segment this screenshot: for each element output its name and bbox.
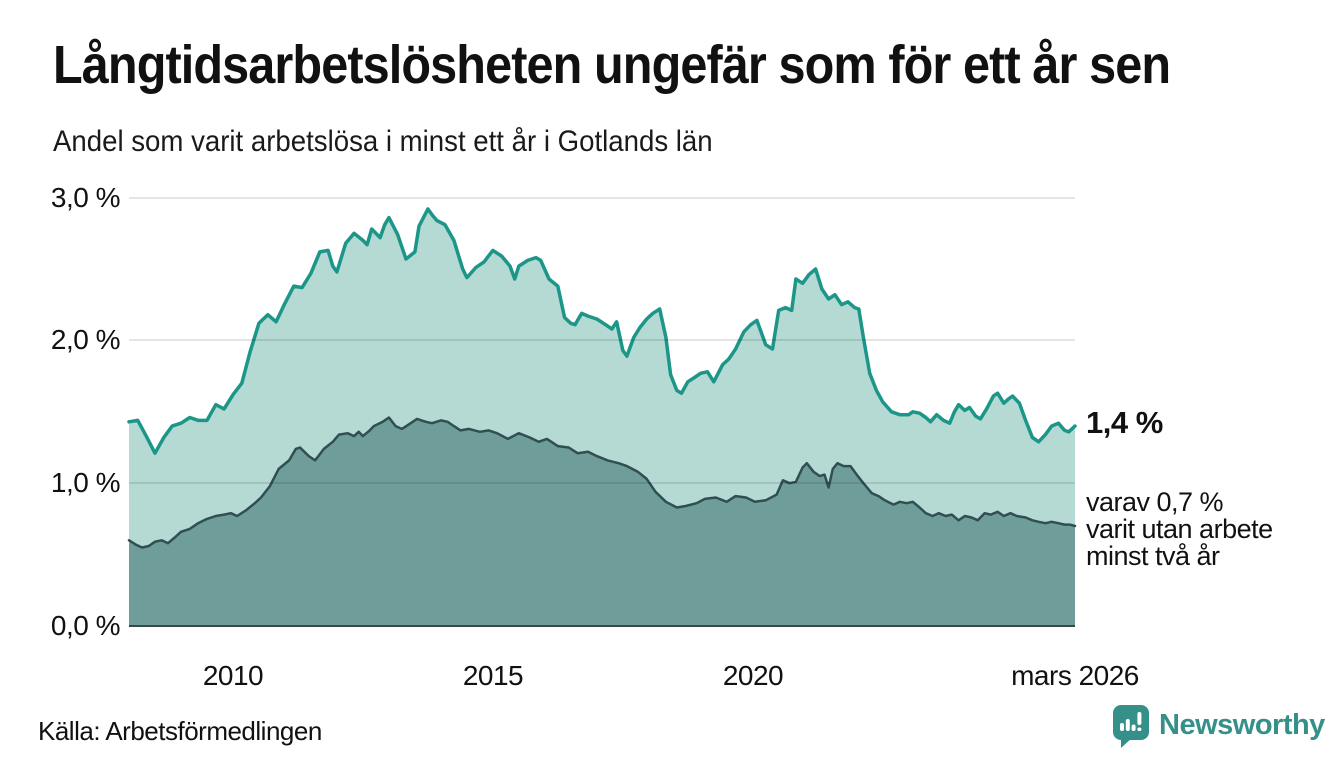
end-note-line2: varit utan arbete: [1086, 514, 1273, 544]
end-note-line3: minst två år: [1086, 541, 1220, 571]
y-axis-label: 2,0 %: [50, 324, 121, 355]
line-min-one-year: [127, 207, 1077, 455]
y-axis-label: 0,0 %: [50, 610, 121, 641]
line-min-two-years: [127, 416, 1077, 549]
chart-subtitle: Andel som varit arbetslösa i minst ett å…: [53, 125, 713, 158]
newsworthy-logo: Newsworthy: [1112, 704, 1325, 750]
end-note-line1: varav 0,7 %: [1086, 487, 1224, 517]
newsworthy-logo-text: Newsworthy: [1159, 709, 1325, 741]
chart-title: Långtidsarbetslösheten ungefär som för e…: [53, 35, 1171, 95]
end-note-annotation: varav 0,7 % varit utan arbete minst två …: [1086, 489, 1273, 570]
source-attribution: Källa: Arbetsförmedlingen: [38, 716, 322, 746]
area-chart-plot: [127, 207, 1077, 626]
x-axis-label: 2010: [202, 660, 264, 691]
y-axis-label: 3,0 %: [50, 182, 121, 213]
x-axis-label: 2015: [462, 660, 524, 691]
x-axis-label: mars 2026: [1011, 660, 1139, 691]
y-axis-label: 1,0 %: [50, 467, 121, 498]
gridline-2: [129, 339, 1075, 341]
gridline-3: [129, 197, 1075, 199]
gridline-1: [129, 482, 1075, 484]
newsworthy-logo-icon: [1113, 705, 1149, 748]
x-axis-line: [129, 625, 1075, 627]
x-axis-label: 2020: [722, 660, 784, 691]
end-value-label: 1,4 %: [1086, 405, 1163, 440]
area-fill-min-two-years: [129, 417, 1075, 626]
